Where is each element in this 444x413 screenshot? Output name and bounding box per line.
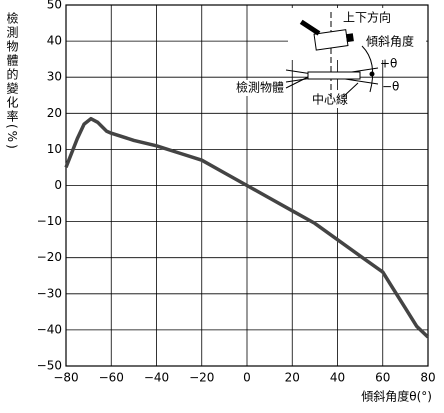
y-tick-label: 40: [47, 34, 62, 48]
x-tick-label: 80: [420, 371, 435, 385]
y-tick-label: 0: [54, 178, 62, 192]
plot-border: [65, 4, 429, 367]
annotation: 傾斜角度: [366, 34, 414, 49]
annotation: +θ: [380, 57, 397, 71]
x-tick-label: 20: [285, 371, 300, 385]
x-tick-label: 40: [330, 371, 345, 385]
y-tick-label: 10: [47, 142, 62, 156]
x-tick-label: 0: [243, 371, 251, 385]
inset-background: [204, 80, 286, 96]
annotation: −θ: [382, 80, 399, 94]
y-tick-label: 50: [47, 0, 62, 12]
y-tick-label: −20: [37, 250, 62, 264]
x-tick-label: −60: [99, 371, 124, 385]
object: [307, 71, 361, 80]
y-tick-label: 20: [47, 106, 62, 120]
annotation: 檢測物體: [236, 80, 284, 95]
y-tick-label: −50: [37, 359, 62, 373]
y-tick-label: −40: [37, 322, 62, 336]
inset-background: [288, 8, 426, 60]
y-tick-label: 30: [47, 70, 62, 84]
angle-arc: [361, 45, 374, 93]
leader: [342, 82, 359, 98]
x-axis-title: 傾斜角度θ(°): [361, 389, 432, 404]
leader: [285, 76, 309, 89]
annotation: 中心線: [312, 92, 348, 107]
sensor: [299, 19, 354, 51]
y-tick-label: −10: [37, 214, 62, 228]
y-tick-label: −30: [37, 286, 62, 300]
x-tick-label: −20: [189, 371, 214, 385]
x-tick-label: −80: [53, 371, 78, 385]
x-tick-label: −40: [144, 371, 169, 385]
y-axis-title: 檢測物體的變化率(%): [5, 11, 19, 151]
x-tick-label: 60: [375, 371, 390, 385]
annotation: 上下方向: [343, 10, 391, 25]
inset-diagram: [285, 12, 379, 100]
data-line: [64, 116, 430, 339]
